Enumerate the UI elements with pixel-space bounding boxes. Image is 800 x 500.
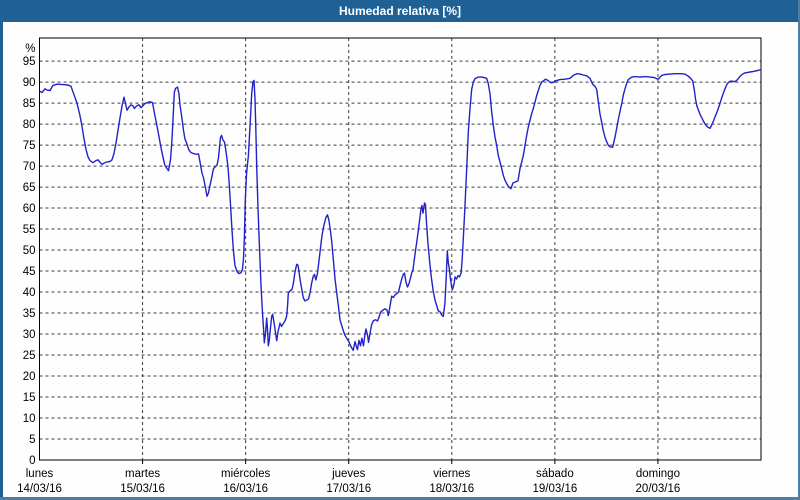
window-border-left xyxy=(0,0,3,500)
y-axis-tick-label: 50 xyxy=(23,245,36,257)
y-axis-unit-label: % xyxy=(25,43,35,55)
y-axis-tick-label: 20 xyxy=(23,371,36,383)
y-axis-tick-label: 45 xyxy=(23,266,36,278)
x-axis-date-label: 14/03/16 xyxy=(17,483,62,495)
x-axis-day-label: lunes xyxy=(26,468,54,480)
window-title: Humedad relativa [%] xyxy=(338,4,462,18)
x-axis-day-label: jueves xyxy=(331,468,365,480)
window-border-right xyxy=(798,0,800,500)
y-axis-tick-label: 65 xyxy=(23,182,36,194)
x-axis-day-label: domingo xyxy=(636,468,680,480)
plot-border xyxy=(39,37,762,461)
x-axis-date-label: 19/03/16 xyxy=(532,483,577,495)
y-axis-tick-label: 90 xyxy=(23,77,36,89)
humidity-chart: lunes 14/03/16 martes 15/03/16 miércoles 16/0… xyxy=(17,37,762,495)
y-axis-tick-label: 60 xyxy=(23,203,36,215)
y-axis-tick-label: 25 xyxy=(23,350,36,362)
x-axis-date-label: 18/03/16 xyxy=(429,483,474,495)
x-axis-date-label: 17/03/16 xyxy=(326,483,371,495)
y-axis-tick-label: 70 xyxy=(23,161,36,173)
y-axis-tick-label: 30 xyxy=(23,329,36,341)
x-axis-date-label: 15/03/16 xyxy=(120,483,165,495)
x-axis-date-label: 20/03/16 xyxy=(636,483,681,495)
y-axis-tick-label: 0 xyxy=(29,455,35,467)
x-axis-day-label: martes xyxy=(125,468,160,480)
x-axis-day-label: sábado xyxy=(536,468,574,480)
y-axis-tick-label: 40 xyxy=(23,287,36,299)
y-axis-tick-label: 75 xyxy=(23,140,36,152)
y-axis-tick-label: 85 xyxy=(23,98,36,110)
window-border-bottom xyxy=(0,497,800,500)
x-axis-day-label: viernes xyxy=(433,468,470,480)
y-axis-tick-label: 10 xyxy=(23,413,36,425)
x-axis-day-label: miércoles xyxy=(221,468,270,480)
y-axis-tick-label: 35 xyxy=(23,308,36,320)
x-axis-date-label: 16/03/16 xyxy=(223,483,268,495)
window-titlebar[interactable]: Humedad relativa [%] xyxy=(0,0,800,22)
y-axis-tick-label: 55 xyxy=(23,224,36,236)
y-axis-tick-label: 95 xyxy=(23,56,36,68)
y-axis-tick-label: 5 xyxy=(29,434,35,446)
humidity-series-line xyxy=(39,69,762,352)
y-axis-tick-label: 15 xyxy=(23,392,36,404)
y-axis-tick-label: 80 xyxy=(23,119,36,131)
